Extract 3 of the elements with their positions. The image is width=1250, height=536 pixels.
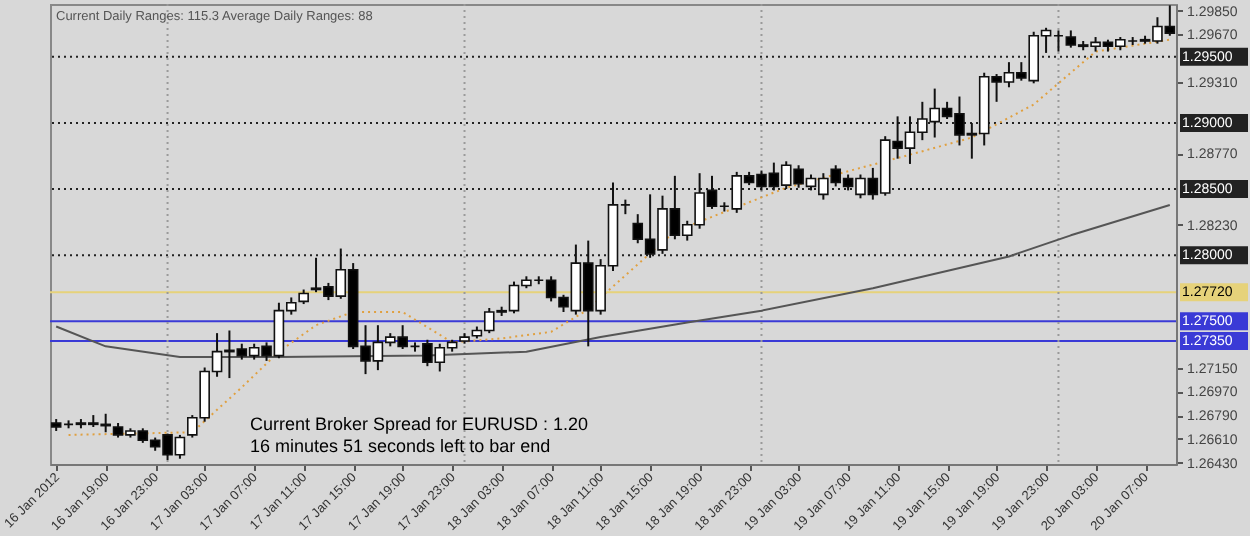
annotation: Current Broker Spread for EURUSD : 1.20	[250, 414, 589, 434]
annotation: 16 minutes 51 seconds left to bar end	[250, 436, 551, 456]
line-series	[67, 38, 1171, 436]
